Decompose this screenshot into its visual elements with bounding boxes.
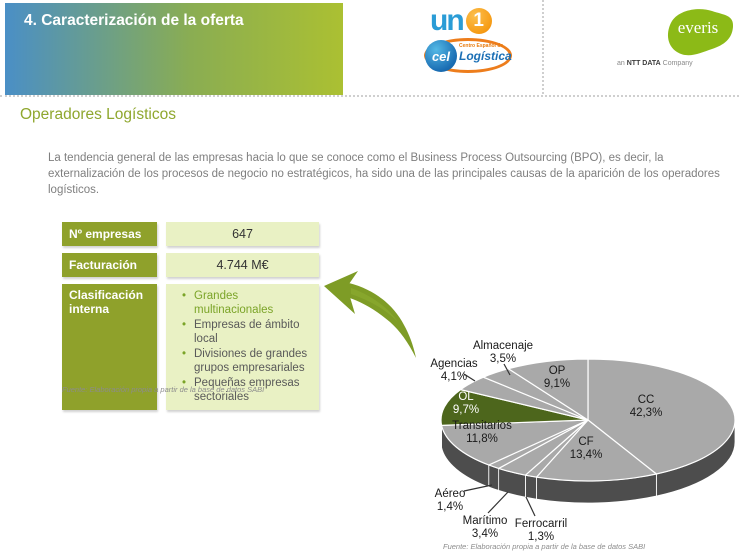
pie-label-Ferrocarril: Ferrocarril 1,3% xyxy=(515,518,567,543)
pie-slice-Transitarios xyxy=(440,419,589,466)
table-source-note: Fuente: Elaboración propia a partir de l… xyxy=(62,385,265,394)
classification-list: Grandes multinacionales Empresas de ámbi… xyxy=(166,284,319,410)
tagline-company: Company xyxy=(660,60,693,67)
slide-title: 4. Caracterización de la oferta xyxy=(24,12,244,29)
header-divider xyxy=(0,95,739,97)
uno-logo: un 1 xyxy=(430,6,492,36)
pie-label-CC: CC 42,3% xyxy=(630,394,663,419)
pie-label-Almacenaje: Almacenaje 3,5% xyxy=(473,340,533,365)
table-row-value-facturacion: 4.744 M€ xyxy=(166,253,319,277)
pie-slice-side xyxy=(525,474,537,500)
pie-leader-line xyxy=(487,491,509,514)
everis-tagline: an NTT DATA Company xyxy=(617,60,693,67)
pie-slice-OP xyxy=(507,358,589,421)
tagline-an: an xyxy=(617,60,627,67)
cel-logo-line1: Centro Español de xyxy=(459,43,504,49)
uno-logo-text: un xyxy=(430,4,465,37)
pie-label-Marítimo: Marítimo 3,4% xyxy=(463,515,508,540)
cel-logo: cel Centro Español de Logística xyxy=(424,38,512,73)
chart-source-note: Fuente: Elaboración propia a partir de l… xyxy=(443,542,646,551)
arrow-icon xyxy=(324,271,416,358)
table-row-label-facturacion: Facturación xyxy=(62,253,157,277)
pie-leader-line xyxy=(525,496,536,517)
classification-item: Pequeñas empresas sectoriales xyxy=(180,376,311,404)
table-row-value-empresas: 647 xyxy=(166,222,319,246)
pie-label-CF: CF 13,4% xyxy=(570,436,603,461)
pie-label-Agencias: Agencias 4,1% xyxy=(430,358,478,383)
pie-label-Aéreo: Aéreo 1,4% xyxy=(435,488,466,513)
pie-label-OP: OP 9,1% xyxy=(544,365,570,390)
cel-logo-line2: Logística xyxy=(459,49,512,63)
logo-divider xyxy=(542,0,544,94)
pie-leader-line xyxy=(503,363,511,376)
everis-blob-icon xyxy=(667,9,734,56)
pie-leader-line xyxy=(463,373,476,382)
cel-logo-ball: cel xyxy=(425,40,457,72)
everis-logo-text: everis xyxy=(677,18,719,37)
info-table: Nº empresas 647 Facturación 4.744 M€ Cla… xyxy=(62,222,319,410)
pie-slice-CF xyxy=(535,419,657,482)
everis-logo: everis xyxy=(660,7,736,61)
pie-slice-side xyxy=(488,464,500,491)
tagline-ntt-data: NTT DATA xyxy=(626,60,661,67)
section-title: Operadores Logísticos xyxy=(20,106,176,123)
classification-item: Empresas de ámbito local xyxy=(180,318,311,346)
uno-logo-one-icon: 1 xyxy=(465,8,492,34)
header-band: 4. Caracterización de la oferta xyxy=(5,3,343,95)
classification-item: Grandes multinacionales xyxy=(180,289,311,317)
table-row-label-clasificacion: Clasificación interna xyxy=(62,284,157,410)
pie-slice-OL xyxy=(440,389,589,426)
intro-paragraph: La tendencia general de las empresas hac… xyxy=(48,152,720,196)
pie-slice-CC xyxy=(587,358,736,475)
pie-label-Transitarios: Transitarios 11,8% xyxy=(452,420,512,445)
pie-label-OL: OL 9,7% xyxy=(453,391,479,416)
table-row-label-empresas: Nº empresas xyxy=(62,222,157,246)
classification-item: Divisiones de grandes grupos empresarial… xyxy=(180,347,311,375)
pie-chart: CC 42,3% CF 13,4% Ferrocarril 1,3% Marítimo 3,4… xyxy=(430,340,736,543)
pie-leader-line xyxy=(463,484,493,492)
